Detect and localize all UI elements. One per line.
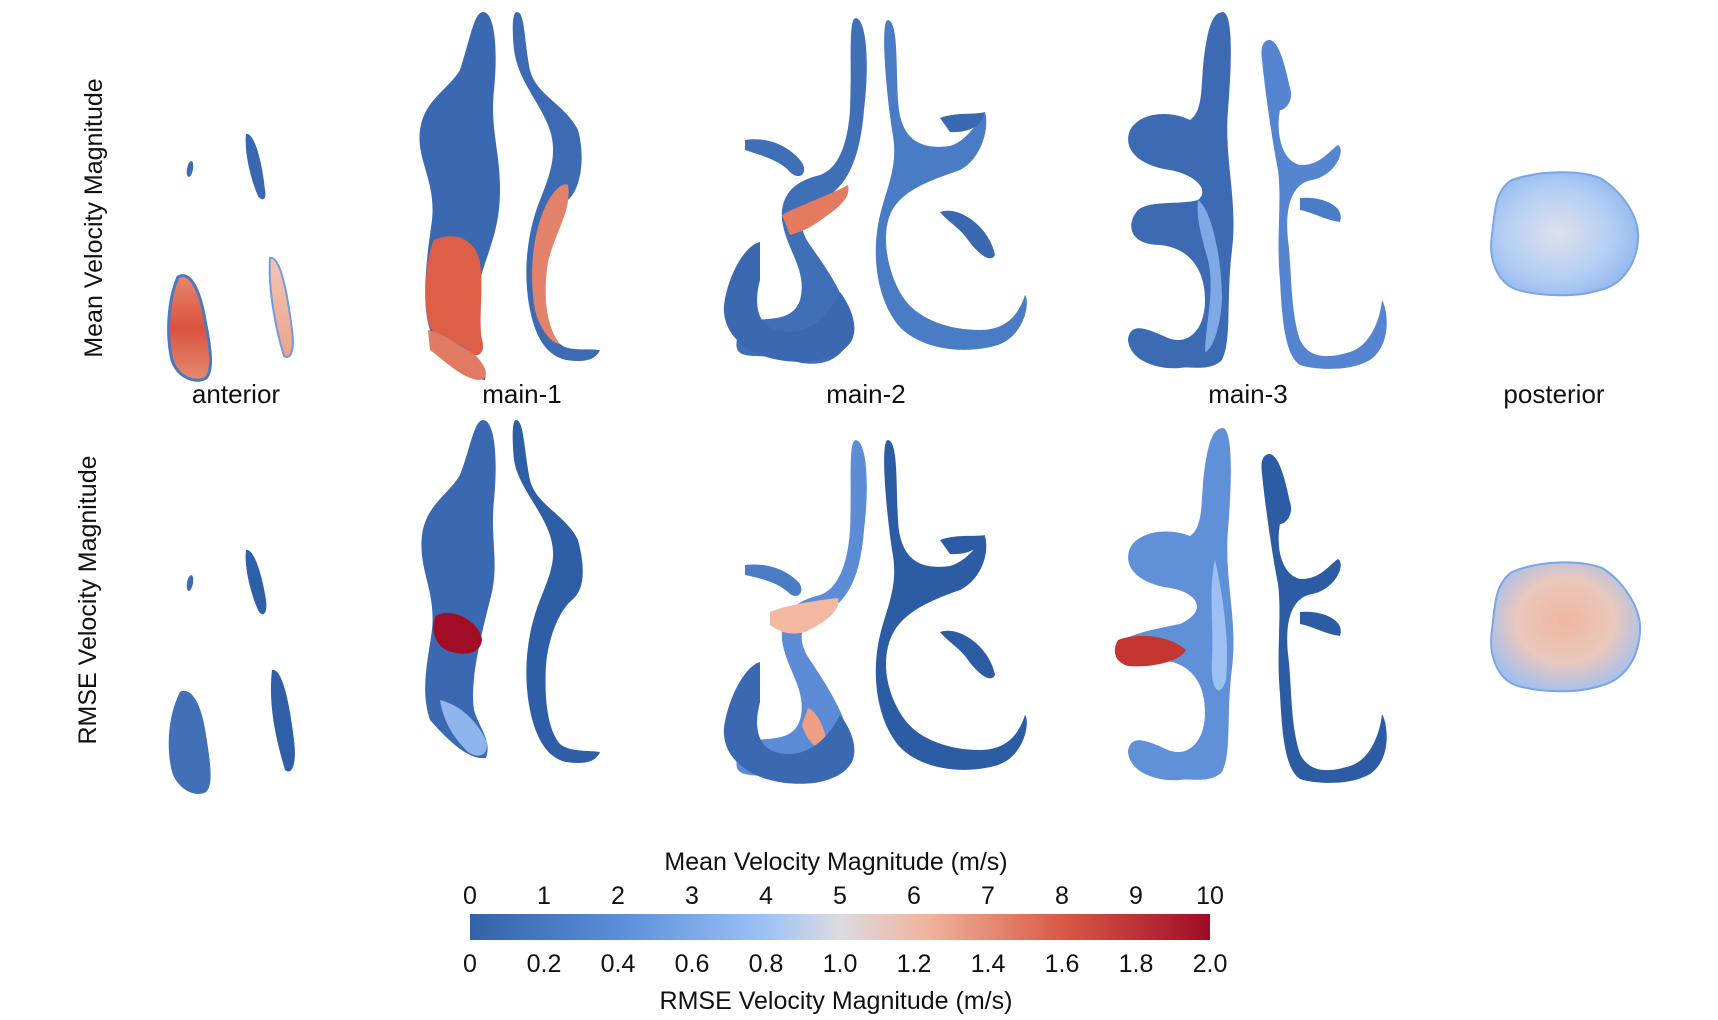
colorbar-top-tick-4: 4 (759, 882, 773, 910)
rmse-main-2-section (723, 440, 1027, 784)
row-label-mean: Mean Velocity Magnitude (80, 78, 108, 357)
mean-main-3-section (1128, 12, 1387, 369)
colorbar-bottom-title: RMSE Velocity Magnitude (m/s) (660, 987, 1013, 1015)
colorbar-bottom-tick-1: 0.2 (527, 950, 562, 978)
section-label-main-3: main-3 (1208, 379, 1287, 409)
colorbar-bottom-tick-4: 0.8 (749, 950, 784, 978)
colorbar-bottom-tick-3: 0.6 (675, 950, 710, 978)
colorbar-top-tick-0: 0 (463, 882, 477, 910)
colorbar-bottom-tick-7: 1.4 (971, 950, 1006, 978)
colorbar-top-tick-6: 6 (907, 882, 921, 910)
section-label-main-2: main-2 (826, 379, 905, 409)
colorbar: Mean Velocity Magnitude (m/s) 0 1 2 3 4 5 6 7 8 9… (463, 848, 1227, 1015)
colorbar-bottom-tick-2: 0.4 (601, 950, 636, 978)
mean-main-1-section (419, 12, 600, 380)
row-label-rmse: RMSE Velocity Magnitude (74, 455, 102, 744)
rmse-posterior-section (1490, 561, 1642, 693)
mean-main-2-section (723, 18, 1027, 364)
colorbar-bottom-tick-0: 0 (463, 950, 477, 978)
rmse-main-3-section (1114, 428, 1387, 783)
colorbar-top-tick-9: 9 (1129, 882, 1143, 910)
colorbar-bottom-ticks: 0 0.2 0.4 0.6 0.8 1.0 1.2 1.4 1.6 1.8 2.0 (463, 950, 1227, 978)
colorbar-top-title: Mean Velocity Magnitude (m/s) (664, 848, 1007, 876)
colorbar-top-tick-3: 3 (685, 882, 699, 910)
colorbar-top-tick-8: 8 (1055, 882, 1069, 910)
colorbar-gradient (470, 914, 1210, 940)
colorbar-bottom-tick-10: 2.0 (1193, 950, 1228, 978)
colorbar-bottom-tick-6: 1.2 (897, 950, 932, 978)
colorbar-top-ticks: 0 1 2 3 4 5 6 7 8 9 10 (463, 882, 1224, 910)
colorbar-top-tick-1: 1 (537, 882, 551, 910)
rmse-main-1-section (421, 420, 600, 763)
colorbar-bottom-tick-8: 1.6 (1045, 950, 1080, 978)
colorbar-bottom-tick-5: 1.0 (823, 950, 858, 978)
section-label-anterior: anterior (192, 379, 280, 409)
colorbar-bottom-tick-9: 1.8 (1119, 950, 1154, 978)
colorbar-top-tick-5: 5 (833, 882, 847, 910)
section-label-main-1: main-1 (482, 379, 561, 409)
colorbar-top-tick-7: 7 (981, 882, 995, 910)
colorbar-top-tick-2: 2 (611, 882, 625, 910)
section-label-posterior: posterior (1503, 379, 1604, 409)
mean-posterior-section (1490, 171, 1640, 297)
colorbar-top-tick-10: 10 (1196, 882, 1224, 910)
rmse-anterior-section (168, 549, 295, 794)
mean-anterior-section (167, 133, 294, 382)
